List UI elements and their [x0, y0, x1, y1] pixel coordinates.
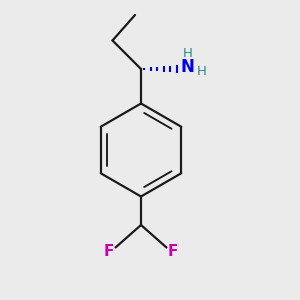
Text: N: N — [181, 58, 194, 76]
Text: H: H — [183, 47, 192, 60]
Text: H: H — [197, 65, 206, 78]
Text: F: F — [104, 244, 114, 259]
Text: F: F — [168, 244, 178, 259]
